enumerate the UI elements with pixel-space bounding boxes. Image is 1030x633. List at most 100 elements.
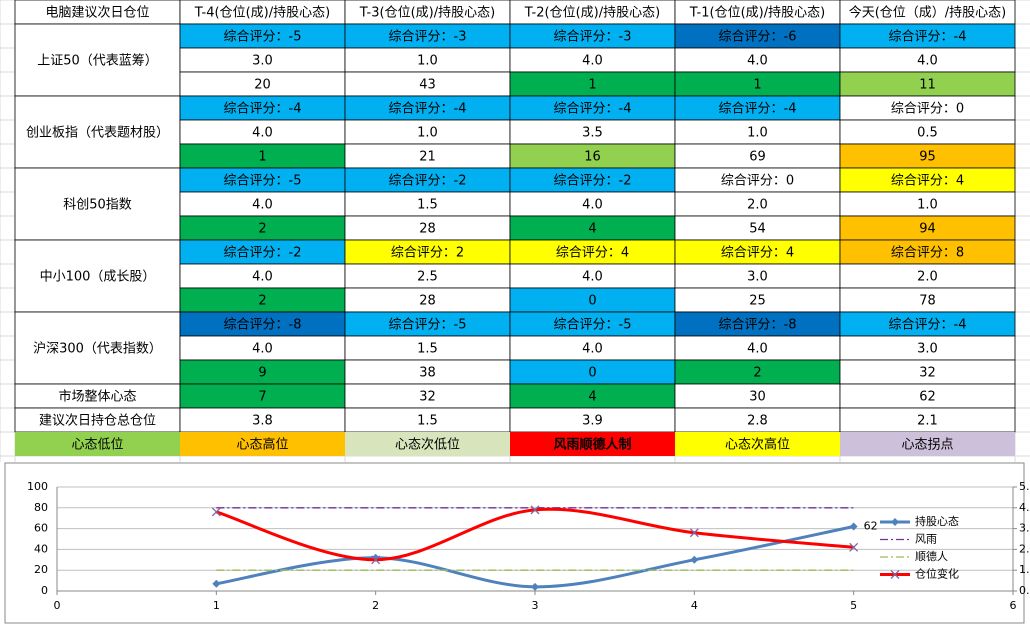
position-cell [509,191,676,217]
mood: 0 [588,366,596,381]
y2-tick-label: 5. [1019,480,1030,493]
row-label: 市场整体心态 [58,389,136,405]
position-cell [674,335,841,361]
score: 综合评分：-4 [889,318,967,333]
total-position-cell [839,407,1016,433]
score-cell [839,23,1016,49]
total-position: 3.9 [582,414,603,429]
score: 综合评分：-3 [554,30,632,45]
row-label-cell [14,407,181,433]
position: 4.0 [252,198,273,213]
total-position-cell [344,407,511,433]
point [531,582,539,591]
y2-tick-label: 2. [1019,542,1030,555]
position: 4.0 [252,126,273,141]
total-position: 2.8 [747,414,768,429]
score-cell [344,167,511,193]
mood: 21 [419,150,436,165]
position-cell [839,47,1016,73]
point [849,522,858,531]
score-cell [179,311,346,337]
position-cell [839,335,1016,361]
x-tick-label: 6 [1010,599,1017,612]
score: 综合评分：8 [891,246,964,261]
score-cell [839,311,1016,337]
mood: 94 [919,222,936,237]
legend-label: 心态低位 [71,438,123,453]
mood: 2 [753,366,761,381]
score-cell [839,167,1016,193]
score-cell [344,311,511,337]
position-cell [344,263,511,289]
point [690,555,699,564]
point [689,528,699,538]
mood-cell [674,71,841,97]
score: 综合评分：-2 [554,174,632,189]
position: 0.5 [917,126,938,141]
point [530,505,540,515]
x-tick-label: 5 [850,599,857,612]
legend-cell [675,432,840,456]
market-mood-cell [344,383,511,409]
market-mood-cell [674,383,841,409]
mood-cell [674,359,841,385]
legend-cell [840,432,1015,456]
y-tick-label: 0 [41,584,48,597]
score: 综合评分：4 [556,246,629,261]
mood: 54 [749,222,766,237]
header: T-4(仓位(成)/持股心态) [194,6,330,21]
score-cell [179,167,346,193]
market-mood: 32 [419,390,436,405]
mood-cell [509,215,676,241]
position: 3.0 [747,270,768,285]
mood-cell [674,215,841,241]
score: 综合评分：-8 [224,318,302,333]
market-mood: 7 [258,390,266,405]
position-cell [674,119,841,145]
position: 1.0 [417,54,438,69]
score: 综合评分：-5 [224,174,302,189]
index-name-cell [14,23,181,97]
position: 2.5 [417,270,438,285]
score-cell [674,23,841,49]
position-cell [344,119,511,145]
x-tick-label: 2 [372,599,379,612]
position: 1.0 [417,126,438,141]
mood: 2 [258,222,266,237]
x-tick-label: 1 [213,599,220,612]
legend-cell [15,432,180,456]
x-tick-label: 4 [691,599,698,612]
position-cell [344,47,511,73]
point [211,507,221,517]
legend-label: 顺德人 [915,549,948,563]
position: 4.0 [582,54,603,69]
mood: 20 [254,78,271,93]
mood-cell [509,71,676,97]
score: 综合评分：2 [391,246,464,261]
score: 综合评分：-4 [889,30,967,45]
position: 4.0 [582,270,603,285]
position: 4.0 [582,342,603,357]
score: 综合评分：-4 [224,102,302,117]
position-cell [674,191,841,217]
point [212,579,221,588]
index-name-cell [14,311,181,385]
legend-label: 持股心态 [915,514,959,528]
index-name-cell [14,239,181,313]
mood: 32 [919,366,936,381]
score: 综合评分：0 [721,174,794,189]
position-cell [179,335,346,361]
score-cell [509,239,676,265]
total-position: 1.5 [417,414,438,429]
mood: 4 [588,222,596,237]
mood: 1 [753,78,761,93]
score-cell [674,167,841,193]
position: 2.0 [747,198,768,213]
mood: 28 [419,294,436,309]
score: 综合评分：-2 [389,174,467,189]
mood: 43 [419,78,436,93]
y-tick-label: 100 [27,480,48,493]
position-cell [839,191,1016,217]
position: 2.0 [917,270,938,285]
